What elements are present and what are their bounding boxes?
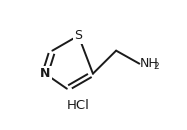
- Text: HCl: HCl: [67, 99, 90, 112]
- Text: N: N: [40, 67, 50, 80]
- Text: 2: 2: [153, 62, 159, 71]
- Text: S: S: [74, 29, 82, 42]
- Text: NH: NH: [139, 57, 158, 70]
